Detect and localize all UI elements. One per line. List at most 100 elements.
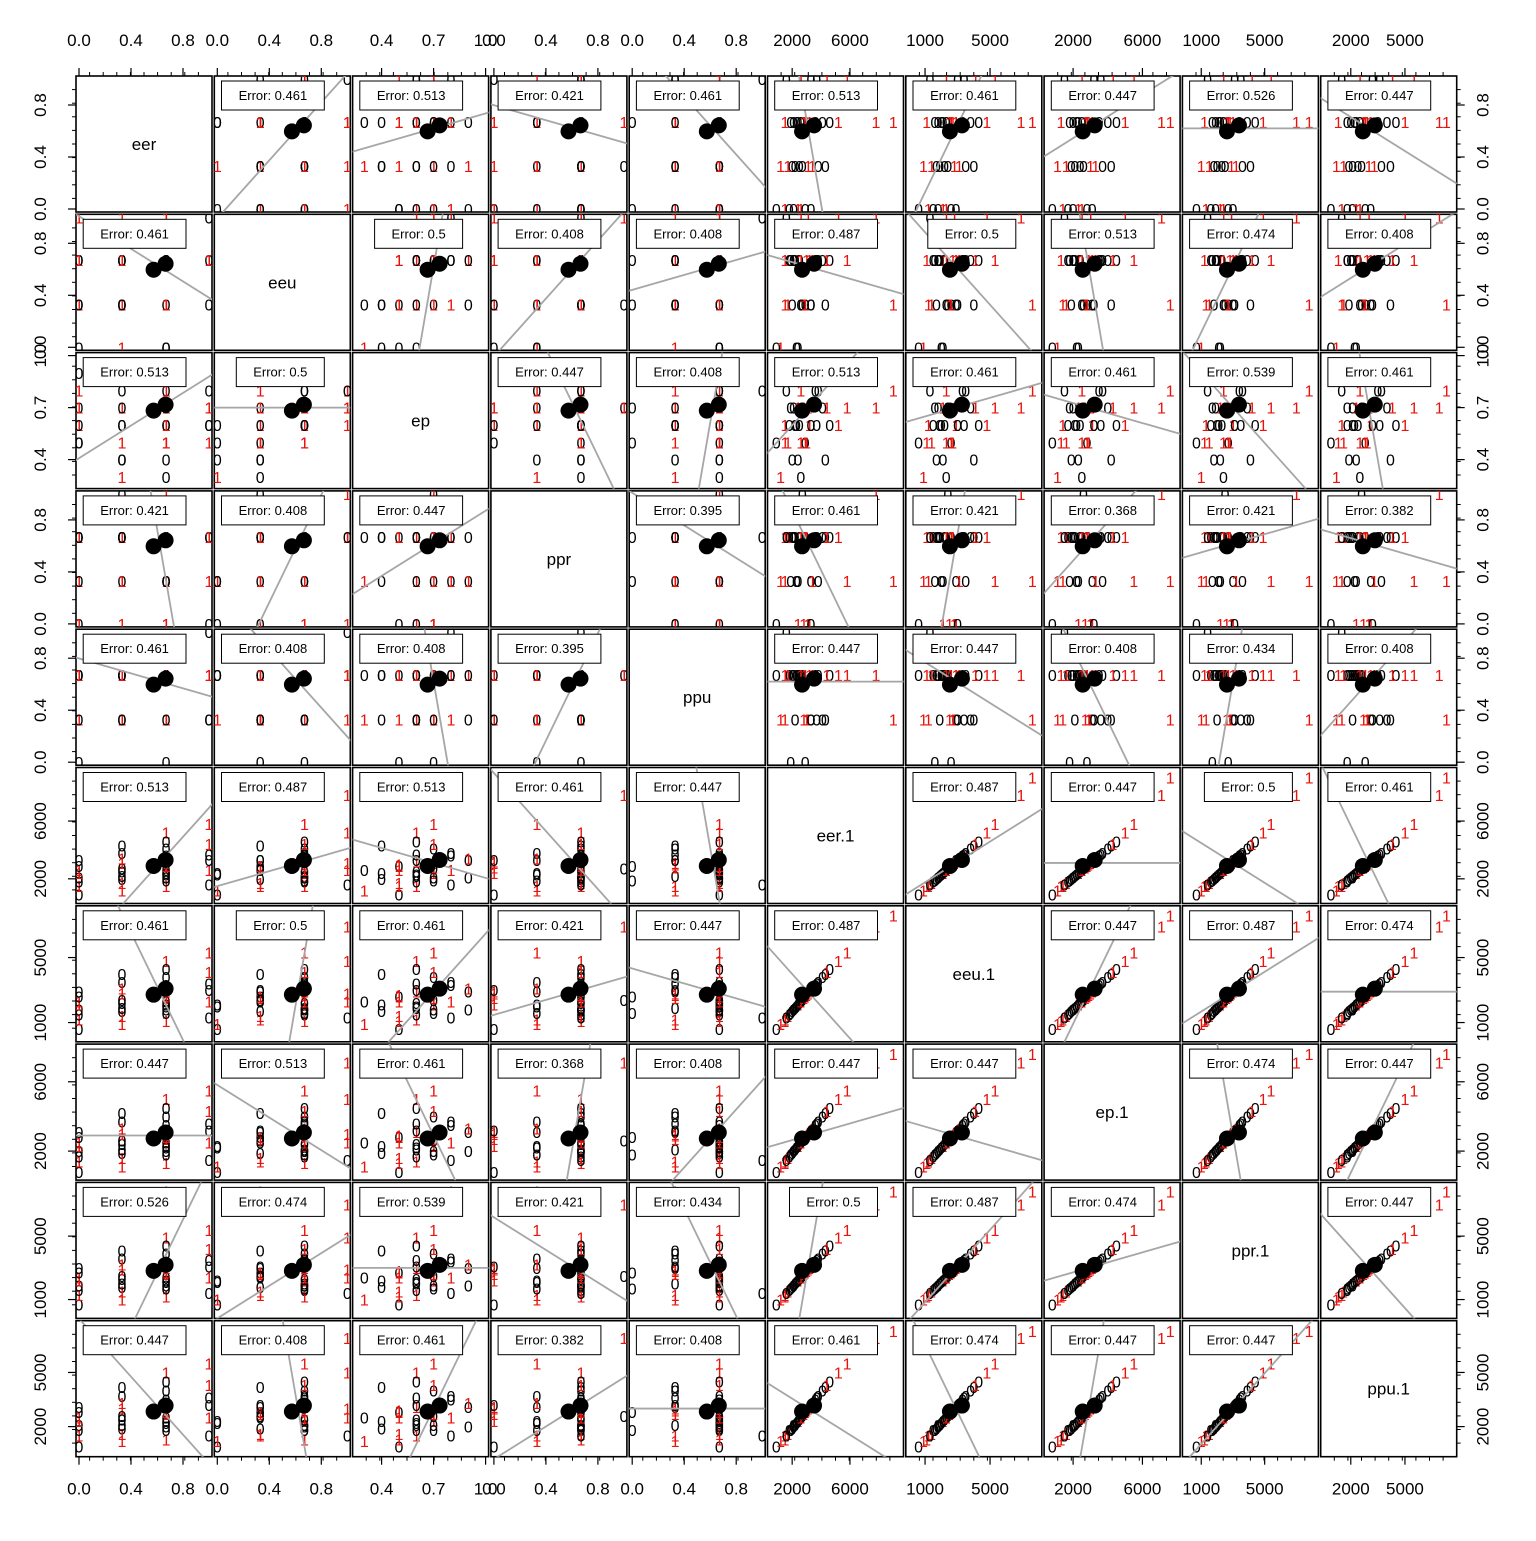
- data-point-class-0: 0: [1251, 115, 1260, 132]
- data-point-class-1: 1: [715, 1104, 724, 1121]
- data-point-class-1: 1: [1332, 470, 1341, 487]
- data-point-class-0: 0: [796, 470, 805, 487]
- data-point-class-0: 0: [412, 1141, 421, 1158]
- error-label: Error: 0.395: [515, 641, 584, 656]
- data-point-class-1: 1: [532, 712, 541, 729]
- data-point-class-1: 1: [927, 297, 936, 314]
- data-point-class-1: 1: [256, 1151, 265, 1168]
- error-label: Error: 0.461: [930, 365, 999, 380]
- centroid-point-class-1: [573, 1398, 589, 1414]
- data-point-class-0: 0: [117, 1243, 126, 1260]
- error-label: Error: 0.474: [930, 1333, 999, 1348]
- centroid-point-class-1: [711, 1125, 727, 1141]
- error-label: Error: 0.421: [100, 503, 169, 518]
- data-point-class-0: 0: [953, 712, 962, 729]
- data-point-class-1: 1: [1016, 1331, 1025, 1348]
- centroid-point-class-1: [158, 1398, 174, 1414]
- data-point-class-1: 1: [1109, 530, 1118, 547]
- data-point-class-1: 1: [1410, 401, 1419, 418]
- variable-name-label: ppr: [547, 550, 572, 569]
- data-point-class-1: 1: [394, 1014, 403, 1031]
- data-point-class-0: 0: [1089, 418, 1098, 435]
- data-point-class-1: 1: [429, 817, 438, 834]
- data-point-class-0: 0: [1337, 1011, 1346, 1028]
- data-point-class-0: 0: [1343, 401, 1352, 418]
- centroid-point-class-1: [1367, 1125, 1383, 1141]
- error-label: Error: 0.474: [1207, 226, 1276, 241]
- data-point-class-1: 1: [1028, 1324, 1037, 1341]
- data-point-class-0: 0: [300, 712, 309, 729]
- right-tick-label: 0.8: [1474, 646, 1493, 670]
- data-point-class-1: 1: [715, 1083, 724, 1100]
- error-label: Error: 0.447: [377, 503, 446, 518]
- error-label: Error: 0.368: [515, 1056, 584, 1071]
- centroid-point-class-1: [573, 1125, 589, 1141]
- left-tick-label: 0.4: [31, 448, 50, 472]
- data-point-class-0: 0: [1230, 712, 1239, 729]
- data-point-class-0: 0: [969, 453, 978, 470]
- data-point-class-0: 0: [577, 159, 586, 176]
- data-point-class-1: 1: [1057, 668, 1066, 685]
- data-point-class-1: 1: [532, 470, 541, 487]
- centroid-point-class-1: [954, 852, 970, 868]
- right-tick-label: 0.4: [1474, 698, 1493, 722]
- centroid-point-class-1: [1367, 981, 1383, 997]
- top-tick-label: 0.0: [67, 31, 91, 50]
- data-point-class-1: 1: [464, 1396, 473, 1413]
- centroid-point-class-1: [296, 397, 312, 413]
- data-point-class-1: 1: [1016, 1056, 1025, 1073]
- data-point-class-0: 0: [782, 1011, 791, 1028]
- data-point-class-1: 1: [412, 668, 421, 685]
- right-tick-label: 6000: [1474, 1063, 1493, 1101]
- data-point-class-1: 1: [1248, 668, 1257, 685]
- data-point-class-0: 0: [117, 297, 126, 314]
- error-label: Error: 0.447: [1345, 88, 1414, 103]
- data-point-class-0: 0: [256, 853, 265, 870]
- centroid-point-class-1: [1087, 117, 1103, 133]
- data-point-class-0: 0: [1060, 1429, 1069, 1446]
- data-point-class-1: 1: [1028, 115, 1037, 132]
- error-label: Error: 0.461: [515, 780, 584, 795]
- data-point-class-0: 0: [446, 878, 455, 895]
- data-point-class-1: 1: [300, 994, 309, 1011]
- error-label: Error: 0.513: [100, 780, 169, 795]
- data-point-class-1: 1: [464, 1122, 473, 1139]
- left-tick-label: 6000: [31, 802, 50, 840]
- data-point-class-0: 0: [464, 1278, 473, 1295]
- data-point-class-0: 0: [412, 983, 421, 1000]
- data-point-class-0: 0: [1357, 159, 1366, 176]
- data-point-class-0: 0: [429, 1006, 438, 1023]
- error-label: Error: 0.447: [1345, 1194, 1414, 1209]
- data-point-class-1: 1: [1305, 1047, 1314, 1064]
- error-label: Error: 0.461: [377, 1056, 446, 1071]
- centroid-point-class-1: [954, 117, 970, 133]
- data-point-class-0: 0: [360, 297, 369, 314]
- data-point-class-1: 1: [1200, 668, 1209, 685]
- data-point-class-1: 1: [1129, 946, 1138, 963]
- data-point-class-1: 1: [1410, 817, 1419, 834]
- data-point-class-0: 0: [464, 530, 473, 547]
- error-label: Error: 0.382: [515, 1333, 584, 1348]
- data-point-class-1: 1: [1028, 297, 1037, 314]
- data-point-class-0: 0: [446, 1153, 455, 1170]
- data-point-class-1: 1: [360, 883, 369, 900]
- top-tick-label: 0.8: [171, 31, 195, 50]
- left-tick-label: 0.0: [31, 612, 50, 636]
- bottom-tick-label: 5000: [971, 1480, 1009, 1499]
- data-point-class-0: 0: [577, 1429, 586, 1446]
- right-tick-label: 0.0: [1474, 750, 1493, 774]
- data-point-class-0: 0: [577, 1286, 586, 1303]
- data-point-class-1: 1: [464, 574, 473, 591]
- error-label: Error: 0.513: [792, 365, 861, 380]
- variable-name-label: eer.1: [817, 827, 855, 846]
- centroid-point-class-1: [296, 1257, 312, 1273]
- bottom-tick-label: 6000: [1124, 1480, 1162, 1499]
- centroid-point-class-1: [806, 1125, 822, 1141]
- data-point-class-1: 1: [1334, 668, 1343, 685]
- bottom-tick-label: 0.8: [586, 1480, 610, 1499]
- data-point-class-1: 1: [822, 965, 831, 982]
- centroid-point-class-1: [711, 256, 727, 272]
- data-point-class-1: 1: [429, 837, 438, 854]
- data-point-class-1: 1: [1410, 574, 1419, 591]
